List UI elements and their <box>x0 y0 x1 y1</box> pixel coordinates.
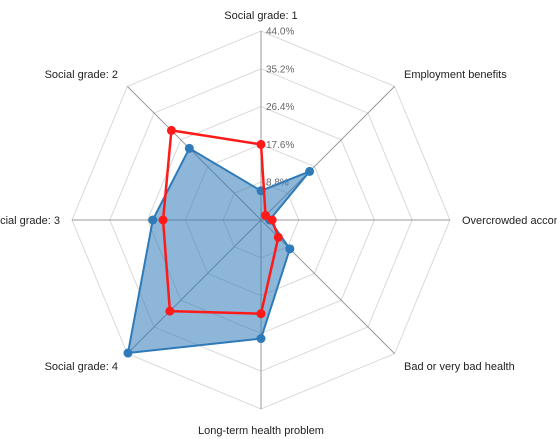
axis-labels: Social grade: 1 Employment benefits Overcr… <box>0 10 557 437</box>
series <box>123 125 315 358</box>
data-point[interactable] <box>158 215 168 225</box>
tick-label: 26.4% <box>266 102 294 113</box>
axis-label: Social grade: 1 <box>224 10 297 22</box>
axis-label: Social grade: 4 <box>45 361 118 373</box>
data-point[interactable] <box>261 210 271 220</box>
data-point[interactable] <box>305 166 315 176</box>
data-point[interactable] <box>148 215 158 225</box>
axis-label: Bad or very bad health <box>404 361 515 373</box>
axis-label: Employment benefits <box>404 69 507 81</box>
data-point[interactable] <box>273 232 283 242</box>
axis-label: Overcrowded accommodation <box>462 215 557 227</box>
series-group <box>158 125 283 319</box>
tick-label: 17.6% <box>266 140 294 151</box>
data-point[interactable] <box>267 215 277 225</box>
axis-label: Social grade: 3 <box>0 215 60 227</box>
data-point[interactable] <box>123 348 133 358</box>
axis-label: Social grade: 2 <box>45 69 118 81</box>
data-point[interactable] <box>166 125 176 135</box>
tick-label: 35.2% <box>266 64 294 75</box>
data-point[interactable] <box>165 306 175 316</box>
data-point[interactable] <box>285 244 295 254</box>
data-point[interactable] <box>256 309 266 319</box>
data-point[interactable] <box>184 143 194 153</box>
axis-label: Long-term health problem <box>198 425 324 437</box>
data-point[interactable] <box>256 334 266 344</box>
tick-label: 44.0% <box>266 27 294 38</box>
tick-labels: 8.8%17.6%26.4%35.2%44.0% <box>266 27 294 189</box>
series-group <box>123 143 315 358</box>
data-point[interactable] <box>256 139 266 149</box>
